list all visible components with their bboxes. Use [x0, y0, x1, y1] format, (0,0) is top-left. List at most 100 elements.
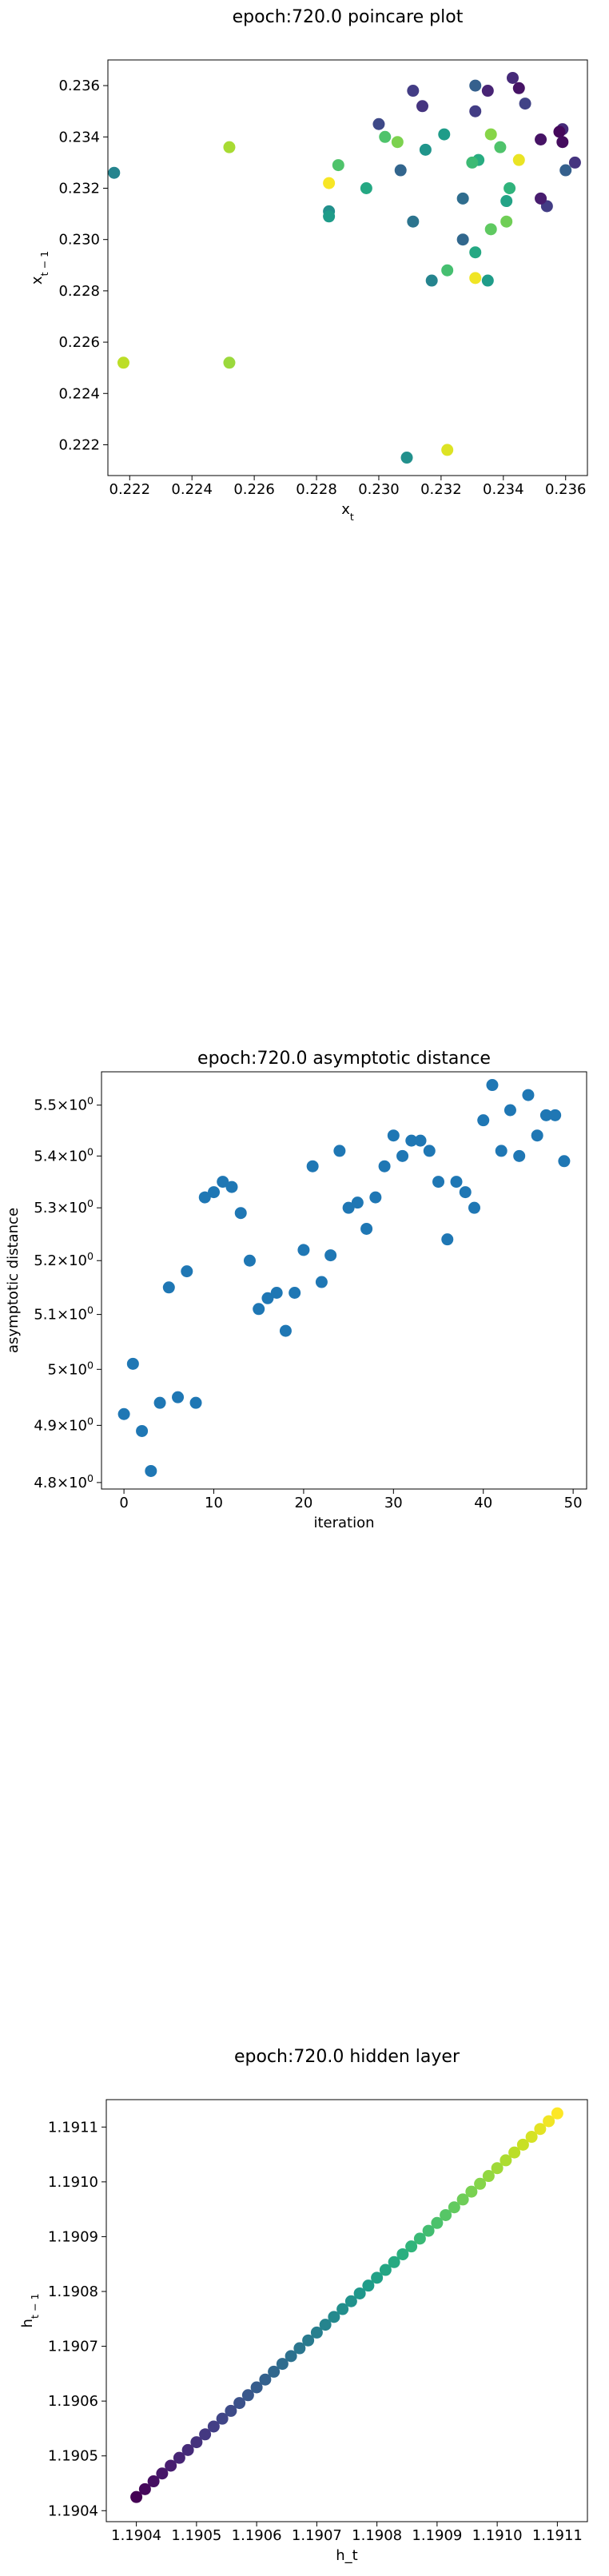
y-tick-label: 5.2×100 [34, 1250, 94, 1270]
y-tick-label: 0.226 [58, 334, 100, 351]
x-tick-label: 1.1906 [232, 2527, 282, 2544]
data-point [441, 264, 454, 277]
data-point [332, 159, 344, 172]
data-point [534, 2123, 547, 2136]
data-point [225, 1181, 238, 1193]
data-point [353, 2287, 366, 2299]
y-tick-label: 1.1906 [48, 2393, 98, 2410]
x-tick-label: 50 [564, 1495, 583, 1511]
data-point [396, 1149, 409, 1162]
data-point [285, 2350, 297, 2363]
data-point [207, 2420, 220, 2433]
data-point [450, 1176, 463, 1188]
data-point [360, 1222, 373, 1235]
data-point [506, 71, 519, 84]
y-axis-label: xt − 1 [29, 251, 50, 285]
y-tick-label: 5.5×100 [34, 1094, 94, 1114]
data-point [494, 141, 507, 153]
data-point [516, 2138, 529, 2151]
data-point [153, 1396, 166, 1409]
y-tick-label: 0.222 [58, 436, 100, 453]
x-tick-label: 30 [384, 1495, 403, 1511]
data-point [405, 1134, 418, 1147]
data-point [388, 2255, 400, 2268]
data-point [324, 1249, 337, 1262]
data-point [484, 128, 497, 141]
x-tick-label: 0.230 [358, 481, 400, 498]
data-point [500, 215, 513, 228]
x-tick-label: 1.1904 [111, 2527, 161, 2544]
data-point [268, 2365, 281, 2378]
data-point [117, 356, 129, 369]
data-point [484, 223, 497, 236]
y-axis-label: ht − 1 [19, 2294, 41, 2328]
data-point [440, 2208, 452, 2221]
data-point [241, 2389, 254, 2402]
data-point [261, 1292, 274, 1304]
data-point [438, 128, 451, 141]
data-point [181, 2443, 194, 2456]
data-point [233, 2397, 246, 2410]
y-tick-label: 1.1911 [48, 2119, 98, 2136]
x-tick-label: 1.1907 [292, 2527, 342, 2544]
data-point [165, 2459, 177, 2472]
data-point [469, 272, 482, 285]
data-point [481, 85, 494, 98]
data-point [431, 2216, 444, 2229]
data-point [469, 79, 482, 92]
x-tick-label: 1.1911 [532, 2527, 583, 2544]
data-point [147, 2475, 160, 2488]
data-point [512, 153, 525, 166]
data-point [456, 2193, 469, 2206]
data-point [556, 136, 569, 149]
x-tick-label: 0 [119, 1495, 128, 1511]
y-tick-label: 0.230 [58, 232, 100, 249]
data-point [279, 1324, 292, 1337]
data-point [413, 2232, 426, 2245]
x-tick-label: 0.236 [545, 481, 587, 498]
data-point [466, 156, 479, 169]
data-point [508, 2146, 521, 2159]
data-point [319, 2319, 332, 2331]
data-point [482, 2170, 495, 2183]
y-tick-label: 5.3×100 [34, 1197, 94, 1217]
data-point [297, 1244, 310, 1256]
y-tick-label: 1.1910 [48, 2174, 98, 2191]
x-tick-label: 0.228 [296, 481, 337, 498]
data-point [315, 1276, 328, 1288]
data-point [425, 274, 438, 287]
data-point [491, 2162, 504, 2175]
data-point [234, 1207, 247, 1220]
y-axis-label: asymptotic distance [5, 1208, 22, 1353]
data-point [422, 2224, 435, 2237]
data-point [522, 1089, 535, 1101]
y-tick-label: 5.1×100 [34, 1304, 94, 1324]
data-point [156, 2467, 169, 2480]
data-point [519, 98, 531, 110]
data-point [360, 181, 372, 194]
data-point [328, 2311, 340, 2323]
data-point [459, 1186, 472, 1199]
data-point [495, 1145, 508, 1157]
data-point [525, 2131, 538, 2144]
x-tick-label: 1.1905 [171, 2527, 221, 2544]
data-point [504, 1104, 516, 1117]
data-point [543, 2115, 555, 2128]
data-point [306, 1160, 319, 1173]
data-point [369, 1191, 382, 1204]
y-tick-label: 1.1907 [48, 2339, 98, 2355]
data-point [379, 2263, 392, 2276]
chart-title: epoch:720.0 hidden layer [234, 2047, 460, 2067]
y-tick-label: 0.236 [58, 78, 100, 94]
data-point [477, 1114, 490, 1127]
data-point [333, 1145, 346, 1157]
x-axis-label: iteration [313, 1515, 374, 1531]
data-point [512, 82, 525, 94]
data-point [198, 1191, 211, 1204]
data-point [468, 1201, 480, 1214]
data-point [539, 1109, 552, 1121]
plot-frame [105, 2099, 588, 2522]
data-point [559, 164, 572, 177]
data-point [259, 2373, 272, 2386]
data-point [513, 1149, 526, 1162]
